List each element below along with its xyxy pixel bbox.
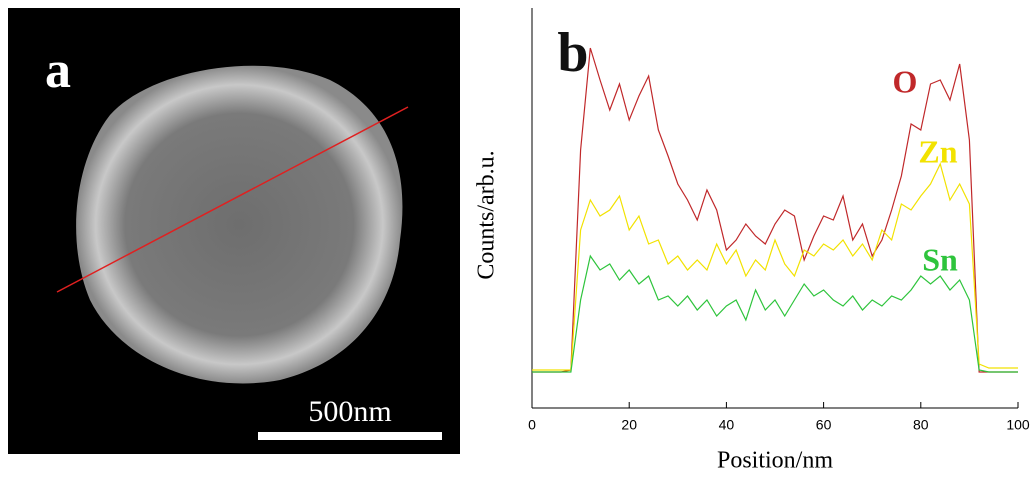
series-label: O (893, 63, 918, 99)
series-line (532, 47, 1018, 373)
panel-label: b (557, 22, 588, 84)
scale-bar (258, 432, 442, 440)
y-axis-label: Counts/arb.u. (474, 150, 500, 279)
scale-text: 500nm (308, 395, 391, 428)
panel-label: a (45, 42, 71, 99)
x-axis-label: Position/nm (717, 448, 833, 474)
series-label: Zn (918, 133, 957, 169)
x-tick-label: 0 (528, 417, 536, 433)
series-line (532, 254, 1018, 373)
x-tick-label: 80 (913, 417, 929, 433)
x-tick-label: 20 (621, 417, 637, 433)
series-line (532, 162, 1018, 371)
scan-line (56, 106, 409, 293)
x-tick-label: 100 (1006, 417, 1030, 433)
series-label: Sn (922, 241, 958, 277)
x-tick-label: 40 (719, 417, 735, 433)
x-tick-label: 60 (816, 417, 832, 433)
particle (76, 65, 403, 384)
